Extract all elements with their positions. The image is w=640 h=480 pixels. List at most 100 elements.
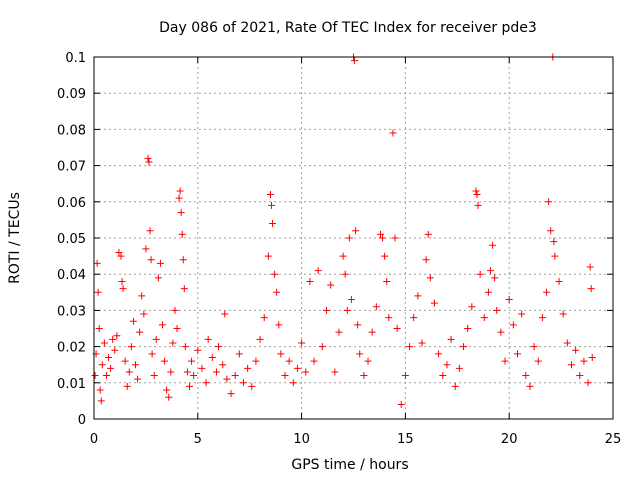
data-point — [175, 194, 183, 202]
data-point — [91, 372, 99, 380]
data-point — [171, 306, 179, 314]
x-tick-label: 15 — [397, 432, 414, 447]
data-point — [117, 252, 125, 260]
data-points — [91, 53, 596, 409]
chart-title: Day 086 of 2021, Rate Of TEC Index for r… — [159, 20, 537, 36]
data-point — [468, 303, 476, 311]
data-point — [476, 270, 484, 278]
y-tick-label: 0.02 — [57, 341, 86, 356]
data-point — [474, 201, 482, 209]
data-point — [188, 357, 196, 365]
data-point — [555, 277, 563, 285]
data-point — [260, 314, 268, 322]
data-point — [586, 263, 594, 271]
axis-ticks — [93, 56, 614, 420]
data-point — [180, 285, 188, 293]
y-tick-label: 0.05 — [57, 232, 86, 247]
data-point — [372, 303, 380, 311]
data-point — [140, 310, 148, 318]
data-point — [285, 357, 293, 365]
data-point — [190, 372, 198, 380]
data-point — [178, 230, 186, 238]
data-point — [248, 382, 256, 390]
data-point — [356, 350, 364, 358]
data-point — [93, 259, 101, 267]
data-point — [335, 328, 343, 336]
data-point — [538, 314, 546, 322]
data-point — [391, 234, 399, 242]
data-point — [100, 339, 108, 347]
data-point — [118, 277, 126, 285]
data-point — [169, 339, 177, 347]
y-tick-label: 0 — [78, 413, 86, 428]
y-tick-label: 0.04 — [57, 268, 86, 283]
data-point — [347, 296, 355, 304]
data-point — [559, 310, 567, 318]
data-point — [252, 357, 260, 365]
data-point — [497, 328, 505, 336]
data-point — [379, 234, 387, 242]
data-point — [289, 379, 297, 387]
y-tick-labels: 0 0.01 0.02 0.03 0.04 0.05 0.06 0.07 0.08 0.09 0.1 — [57, 51, 86, 428]
data-point — [95, 325, 103, 332]
data-point — [152, 335, 160, 343]
data-point — [489, 241, 497, 249]
data-point — [111, 346, 119, 354]
data-point — [273, 288, 281, 296]
data-point — [310, 357, 318, 365]
data-point — [159, 321, 167, 329]
data-point — [269, 220, 277, 228]
data-point — [505, 296, 513, 304]
data-point — [275, 321, 283, 329]
data-point — [460, 343, 468, 351]
data-point — [376, 230, 384, 238]
data-point — [422, 256, 430, 264]
data-point — [293, 364, 301, 372]
data-point — [198, 364, 206, 372]
data-point — [331, 368, 339, 376]
data-point — [302, 368, 310, 376]
data-point — [202, 379, 210, 387]
data-point — [410, 314, 418, 322]
data-point — [381, 252, 389, 260]
data-point — [443, 361, 451, 369]
data-point — [439, 372, 447, 380]
data-point — [146, 227, 154, 235]
data-point — [105, 353, 113, 361]
data-point — [393, 325, 401, 332]
data-point — [235, 350, 243, 358]
data-point — [484, 288, 492, 296]
data-point — [181, 343, 189, 351]
data-point — [343, 306, 351, 314]
x-tick-labels: 0 5 10 15 20 25 — [90, 432, 621, 447]
data-point — [142, 245, 150, 253]
data-point — [584, 379, 592, 387]
data-point — [176, 187, 184, 195]
data-point — [418, 339, 426, 347]
data-point — [550, 238, 558, 246]
data-point — [231, 372, 239, 380]
data-point — [148, 350, 156, 358]
x-tick-label: 10 — [293, 432, 310, 447]
data-point — [150, 372, 158, 380]
data-point — [563, 339, 571, 347]
data-point — [360, 372, 368, 380]
y-tick-label: 0.07 — [57, 160, 86, 175]
data-point — [127, 343, 135, 351]
x-tick-label: 0 — [90, 432, 98, 447]
data-point — [145, 158, 153, 166]
data-point — [281, 372, 289, 380]
data-point — [219, 361, 227, 369]
y-axis-label: ROTI / TECUs — [7, 192, 23, 284]
data-point — [154, 274, 162, 282]
data-point — [572, 346, 580, 354]
data-point — [113, 332, 121, 340]
data-point — [352, 227, 360, 235]
data-point — [323, 306, 331, 314]
data-point — [102, 372, 110, 380]
data-point — [179, 256, 187, 264]
data-point — [161, 357, 169, 365]
data-point — [576, 372, 584, 380]
x-tick-label: 20 — [501, 432, 518, 447]
data-point — [339, 252, 347, 260]
